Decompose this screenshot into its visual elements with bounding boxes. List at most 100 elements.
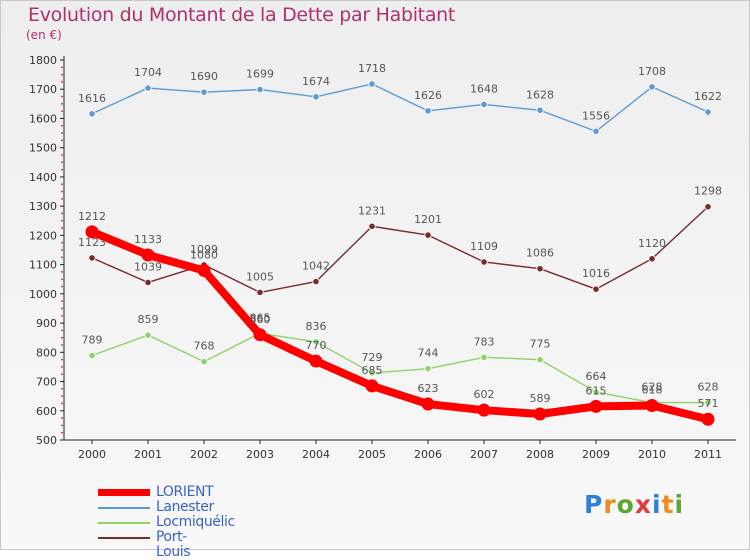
y-minor-tick bbox=[61, 329, 63, 332]
data-label-lanester: 1690 bbox=[190, 70, 218, 83]
data-point-locmiquelic bbox=[312, 338, 320, 346]
data-point-lanester bbox=[144, 84, 152, 92]
y-minor-tick bbox=[61, 124, 63, 127]
y-minor-tick bbox=[61, 168, 63, 171]
data-point-locmiquelic bbox=[88, 351, 96, 360]
chart-title: Evolution du Montant de la Dette par Hab… bbox=[28, 4, 456, 26]
x-tick-label: 2002 bbox=[190, 448, 218, 461]
data-label-lorient: 1133 bbox=[134, 233, 162, 246]
y-minor-tick bbox=[61, 139, 63, 142]
x-tick-label: 2000 bbox=[78, 448, 106, 461]
data-point-lanester bbox=[200, 88, 208, 96]
data-point-lorient bbox=[645, 399, 659, 413]
data-label-locmiquelic: 729 bbox=[362, 351, 383, 364]
y-minor-tick bbox=[61, 197, 63, 200]
logo-letter: o bbox=[616, 490, 635, 519]
y-tick-label: 1700 bbox=[29, 83, 57, 96]
y-tick-label: 500 bbox=[36, 434, 57, 447]
y-minor-tick bbox=[61, 307, 63, 310]
data-point-lanester bbox=[480, 100, 488, 109]
data-point-port-louis bbox=[536, 265, 544, 273]
series-line-port-louis bbox=[91, 206, 709, 294]
x-tick-label: 2008 bbox=[526, 448, 554, 461]
y-minor-tick bbox=[61, 73, 63, 76]
data-point-lanester bbox=[256, 85, 264, 94]
data-point-lanester bbox=[648, 83, 656, 91]
data-label-port-louis: 1120 bbox=[638, 237, 666, 250]
data-point-port-louis bbox=[480, 258, 488, 266]
data-point-lanester bbox=[368, 80, 376, 88]
legend-label-port-louis: Port-Louis bbox=[156, 529, 191, 560]
y-minor-tick bbox=[61, 366, 63, 368]
data-point-lorient bbox=[85, 225, 99, 239]
y-tick-label: 1300 bbox=[29, 200, 57, 213]
data-point-locmiquelic bbox=[480, 353, 488, 361]
y-tick-label: 1100 bbox=[29, 259, 57, 272]
data-point-lorient bbox=[309, 354, 323, 368]
data-label-locmiquelic: 859 bbox=[138, 313, 159, 326]
x-tick-label: 2001 bbox=[134, 448, 162, 461]
chart-subtitle: (en €) bbox=[26, 28, 62, 42]
y-tick-label: 1000 bbox=[29, 288, 57, 301]
logo-letter: P bbox=[584, 490, 604, 519]
y-minor-tick bbox=[61, 278, 63, 281]
data-label-lorient: 770 bbox=[306, 339, 327, 352]
data-label-port-louis: 1099 bbox=[190, 243, 218, 256]
data-label-lorient: 571 bbox=[698, 397, 719, 410]
data-label-port-louis: 1039 bbox=[134, 260, 162, 273]
x-tick-label: 2004 bbox=[302, 448, 330, 461]
y-minor-tick bbox=[61, 285, 63, 288]
data-point-lanester bbox=[312, 93, 320, 101]
data-point-lorient bbox=[197, 263, 211, 277]
data-point-lorient bbox=[365, 379, 379, 393]
legend-swatch-lorient bbox=[98, 489, 150, 496]
data-label-locmiquelic: 783 bbox=[474, 335, 495, 348]
y-minor-tick bbox=[61, 249, 63, 251]
data-label-lanester: 1704 bbox=[134, 66, 162, 79]
data-point-lorient bbox=[477, 403, 491, 417]
data-label-locmiquelic: 789 bbox=[82, 334, 103, 347]
logo-letter: i bbox=[674, 490, 685, 519]
y-tick-label: 700 bbox=[36, 376, 57, 389]
data-label-locmiquelic: 664 bbox=[586, 370, 607, 383]
y-minor-tick bbox=[61, 183, 63, 186]
y-minor-tick bbox=[61, 387, 63, 390]
data-point-locmiquelic bbox=[424, 365, 432, 373]
y-tick-label: 1400 bbox=[29, 171, 57, 184]
data-label-lanester: 1648 bbox=[470, 82, 498, 95]
legend-swatch-port-louis bbox=[98, 537, 150, 539]
y-minor-tick bbox=[61, 132, 63, 134]
y-minor-tick bbox=[61, 431, 63, 434]
data-point-lanester bbox=[592, 127, 600, 135]
y-minor-tick bbox=[61, 336, 63, 339]
data-point-port-louis bbox=[256, 288, 264, 296]
data-label-port-louis: 1298 bbox=[694, 185, 722, 198]
x-tick-label: 2003 bbox=[246, 448, 274, 461]
data-label-locmiquelic: 628 bbox=[642, 381, 663, 394]
data-label-lanester: 1708 bbox=[638, 65, 666, 78]
logo-letter: t bbox=[661, 490, 675, 519]
data-label-lanester: 1674 bbox=[302, 75, 330, 88]
data-point-lorient bbox=[253, 328, 267, 342]
x-tick-label: 2007 bbox=[470, 448, 498, 461]
data-label-lorient: 602 bbox=[474, 388, 495, 401]
y-minor-tick bbox=[61, 314, 63, 317]
data-point-lanester bbox=[88, 110, 96, 118]
y-minor-tick bbox=[61, 256, 63, 259]
data-label-lanester: 1556 bbox=[582, 109, 610, 122]
x-tick-label: 2005 bbox=[358, 448, 386, 461]
y-tick-label: 1600 bbox=[29, 112, 57, 125]
data-point-locmiquelic bbox=[592, 388, 600, 396]
data-point-lorient bbox=[589, 399, 603, 413]
y-tick-label: 1500 bbox=[29, 142, 57, 155]
logo-letter: x bbox=[634, 490, 652, 519]
y-tick-label: 1200 bbox=[29, 229, 57, 242]
y-minor-tick bbox=[61, 219, 63, 222]
data-point-port-louis bbox=[424, 231, 432, 239]
y-minor-tick bbox=[61, 227, 63, 229]
y-minor-tick bbox=[61, 154, 63, 156]
y-tick-label: 1800 bbox=[29, 54, 57, 67]
legend-swatch-locmiquelic bbox=[98, 522, 150, 524]
data-point-lorient bbox=[421, 397, 435, 411]
data-label-locmiquelic: 768 bbox=[194, 340, 215, 353]
